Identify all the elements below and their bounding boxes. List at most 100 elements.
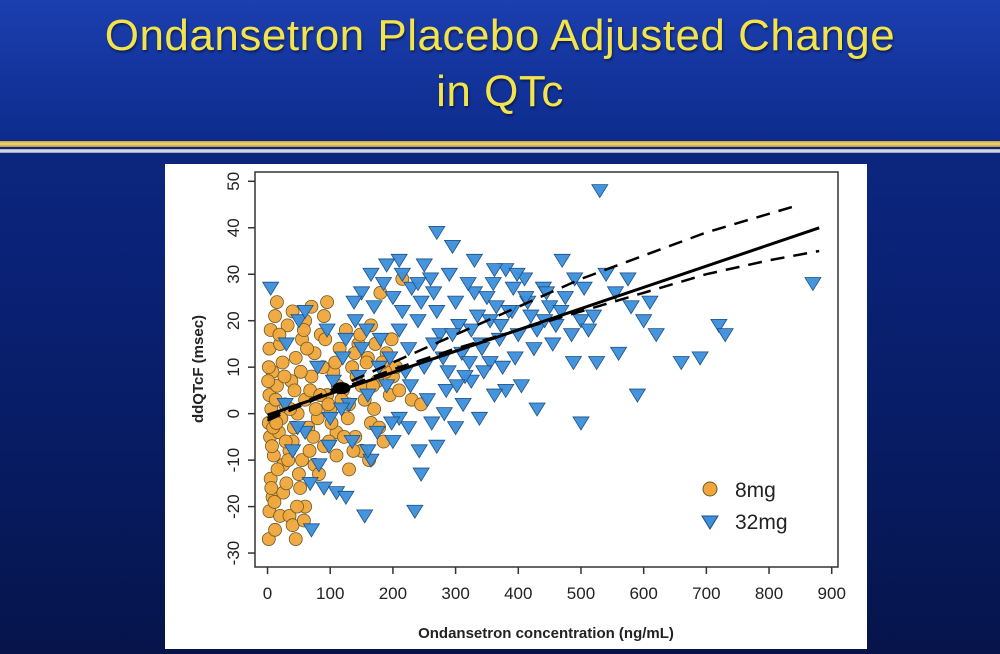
point-32mg bbox=[424, 286, 443, 301]
point-32mg bbox=[371, 332, 390, 348]
point-32mg bbox=[423, 416, 441, 431]
point-32mg bbox=[412, 295, 430, 310]
point-32mg bbox=[421, 272, 440, 287]
point-32mg bbox=[512, 379, 531, 394]
regression-lines bbox=[266, 203, 820, 422]
point-32mg bbox=[528, 402, 546, 417]
point-32mg bbox=[485, 388, 504, 403]
point-32mg bbox=[506, 351, 524, 366]
x-tick-label: 300 bbox=[441, 584, 469, 603]
point-32mg bbox=[468, 309, 487, 324]
point-32mg bbox=[553, 253, 571, 269]
point-32mg bbox=[628, 388, 647, 403]
legend-8mg-marker bbox=[702, 481, 718, 497]
point-32mg bbox=[431, 328, 449, 343]
point-8mg bbox=[320, 295, 334, 310]
point-32mg bbox=[634, 314, 653, 329]
point-32mg bbox=[647, 328, 665, 343]
point-32mg bbox=[448, 379, 466, 394]
point-32mg bbox=[410, 444, 428, 459]
point-32mg bbox=[492, 318, 510, 334]
x-tick-label: 700 bbox=[692, 584, 720, 603]
point-32mg bbox=[597, 267, 615, 282]
point-32mg bbox=[465, 253, 484, 269]
point-32mg bbox=[337, 332, 355, 348]
point-32mg bbox=[352, 286, 371, 301]
point-8mg bbox=[267, 495, 282, 509]
point-32mg bbox=[308, 360, 327, 375]
point-32mg bbox=[418, 393, 437, 408]
slide-header: Ondansetron Placebo Adjusted Change in Q… bbox=[0, 0, 1000, 140]
y-tick-label: -30 bbox=[224, 541, 243, 566]
point-8mg bbox=[342, 462, 356, 477]
point-32mg bbox=[276, 397, 294, 413]
x-tick-label: 400 bbox=[504, 584, 532, 603]
point-8mg bbox=[302, 443, 317, 458]
point-32mg bbox=[562, 328, 581, 343]
point-32mg bbox=[412, 467, 430, 482]
slide-title: Ondansetron Placebo Adjusted Change in Q… bbox=[0, 8, 1000, 120]
point-32mg bbox=[552, 305, 570, 320]
y-tick-label: 0 bbox=[224, 409, 243, 418]
point-32mg bbox=[390, 323, 408, 338]
point-32mg bbox=[359, 388, 377, 403]
x-axis: 0 100 200 300 400 500 600 700 800 900 bbox=[263, 567, 846, 603]
point-32mg bbox=[365, 300, 383, 315]
point-32mg bbox=[443, 328, 462, 343]
x-tick-label: 500 bbox=[567, 584, 595, 603]
point-8mg bbox=[384, 332, 399, 347]
point-8mg bbox=[275, 355, 290, 370]
point-8mg bbox=[280, 318, 295, 333]
point-32mg bbox=[345, 295, 363, 310]
point-32mg bbox=[475, 365, 493, 380]
point-32mg bbox=[310, 458, 328, 473]
point-32mg bbox=[556, 291, 575, 306]
point-32mg bbox=[381, 351, 399, 366]
point-8mg bbox=[261, 374, 276, 389]
point-32mg bbox=[390, 253, 408, 269]
point-32mg bbox=[296, 305, 314, 320]
point-32mg bbox=[579, 323, 598, 338]
point-8mg bbox=[293, 481, 308, 495]
point-8mg bbox=[268, 522, 282, 537]
point-32mg bbox=[315, 481, 333, 496]
point-32mg bbox=[716, 328, 734, 343]
point-32mg bbox=[485, 263, 504, 278]
slide-title-line2: in QTc bbox=[436, 67, 564, 116]
point-32mg bbox=[584, 309, 603, 324]
point-32mg bbox=[564, 356, 583, 371]
y-tick-label: 50 bbox=[224, 172, 243, 191]
point-32mg bbox=[393, 305, 412, 320]
point-32mg bbox=[261, 281, 280, 296]
point-32mg bbox=[399, 342, 418, 357]
legend-8mg-label: 8mg bbox=[735, 479, 776, 502]
point-32mg bbox=[439, 365, 457, 380]
point-32mg bbox=[435, 407, 454, 422]
point-8mg bbox=[261, 360, 276, 375]
point-32mg bbox=[508, 267, 526, 282]
point-8mg bbox=[264, 481, 279, 495]
point-32mg bbox=[393, 267, 412, 282]
point-32mg bbox=[401, 379, 420, 394]
legend-32mg-label: 32mg bbox=[735, 511, 788, 534]
point-32mg bbox=[409, 277, 427, 292]
point-32mg bbox=[609, 346, 628, 361]
point-32mg bbox=[357, 323, 376, 338]
point-32mg bbox=[362, 267, 380, 282]
point-32mg bbox=[459, 277, 477, 292]
legend: 8mg 32mg bbox=[701, 479, 788, 534]
legend-32mg-marker bbox=[701, 515, 719, 530]
x-tick-label: 900 bbox=[818, 584, 846, 603]
point-32mg bbox=[428, 439, 446, 454]
point-32mg bbox=[465, 286, 484, 301]
point-32mg bbox=[619, 272, 637, 287]
slide-title-line1: Ondansetron Placebo Adjusted Change bbox=[104, 11, 896, 60]
point-32mg bbox=[454, 397, 472, 413]
y-tick-label: 10 bbox=[224, 358, 243, 377]
point-8mg bbox=[281, 453, 296, 468]
point-32mg bbox=[443, 239, 462, 255]
x-tick-label: 100 bbox=[316, 584, 344, 603]
point-32mg bbox=[352, 342, 371, 357]
y-tick-label: 20 bbox=[224, 311, 243, 330]
y-axis-title: ddQTcF (msec) bbox=[190, 315, 207, 423]
